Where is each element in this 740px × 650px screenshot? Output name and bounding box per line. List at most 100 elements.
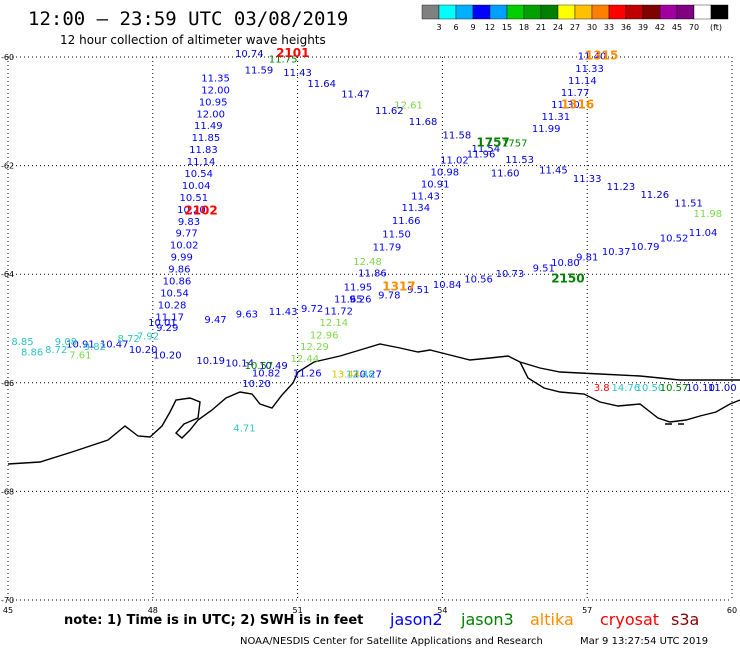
wave-height-label: 11.34 (402, 203, 431, 214)
wave-height-label: 10.86 (163, 277, 192, 288)
wave-height-label: 11.50 (382, 229, 411, 240)
scale-swatch (710, 4, 729, 20)
wave-height-label: 10.95 (199, 97, 228, 108)
wave-height-label: 12.00 (201, 85, 230, 96)
wave-height-label: 11.62 (375, 106, 404, 117)
wave-height-label: 12.14 (319, 318, 348, 329)
wave-height-label: 10.57 (245, 361, 274, 372)
pass-time-label: 1315 (585, 49, 618, 63)
wave-height-label: 10.04 (182, 181, 211, 192)
scale-swatch (557, 4, 576, 20)
coastline-east (519, 361, 740, 423)
wave-height-label: 11.17 (155, 312, 184, 323)
wave-height-label: 10.20 (242, 379, 271, 390)
footer-timestamp: Mar 9 13:27:54 UTC 2019 (580, 636, 708, 647)
x-tick-label: 57 (582, 606, 592, 615)
wave-height-label: 10.10 (686, 383, 715, 394)
wave-height-label: 11.04 (689, 228, 718, 239)
y-tick-label: -70 (1, 596, 14, 605)
wave-height-label: 9.86 (168, 265, 190, 276)
antarctic-coastline (7, 343, 740, 465)
wave-height-label: 11.40 (578, 52, 607, 63)
scale-swatch (489, 4, 508, 20)
x-tick-label: 60 (727, 606, 737, 615)
wave-height-label: 10.14 (225, 359, 254, 370)
wave-height-label: 11.43 (411, 191, 440, 202)
wave-height-label: 11.60 (491, 168, 520, 179)
wave-height-label: 10.73 (496, 269, 525, 280)
x-tick-label: 51 (293, 606, 303, 615)
wave-height-label: 10.80 (551, 258, 580, 269)
wave-height-label: 10.20 (129, 345, 158, 356)
wave-height-label: 11.43 (283, 68, 312, 79)
scale-swatch (676, 4, 695, 20)
pass-time-label: 1757 (476, 136, 509, 150)
wave-height-label: 11.68 (409, 117, 438, 128)
mission-legend-item: s3a (671, 610, 699, 629)
pass-time-label: 2101 (276, 46, 309, 60)
wave-height-label: 11.96 (467, 149, 496, 160)
wave-height-label: 12.29 (300, 342, 329, 353)
wave-height-label: 10.82 (252, 368, 281, 379)
wave-height-label: 12.44 (291, 354, 320, 365)
wave-height-label: 11.14 (187, 157, 216, 168)
wave-height-label: 9.08 (55, 337, 77, 348)
wave-height-label: 12.61 (394, 101, 423, 112)
scale-tick-label: 70 (689, 23, 699, 32)
wave-height-label: 9.72 (301, 304, 323, 315)
wave-height-label: 11.30 (551, 100, 580, 111)
wave-height-label: 10.74 (235, 49, 264, 60)
color-scale-bar: 3 6 9 12 15 18 21 24 27 30 33 36 39 42 45 70 (ft) (421, 4, 729, 32)
wave-height-label: 11.35 (201, 73, 230, 84)
wave-height-label: 7.61 (69, 350, 91, 361)
scale-swatch (540, 4, 559, 20)
scale-tick-label: 9 (470, 23, 475, 32)
scale-tick-label: 12 (485, 23, 495, 32)
y-tick-label: -68 (1, 487, 14, 496)
scale-tick-label: 42 (655, 23, 665, 32)
mission-legend-item: jason3 (460, 610, 514, 629)
chart-subtitle: 12 hour collection of altimeter wave hei… (60, 33, 326, 47)
wave-height-label: 11.53 (505, 155, 534, 166)
wave-height-label: 11.79 (373, 242, 402, 253)
wave-height-label: 11.72 (324, 306, 353, 317)
wave-height-label: 12.48 (346, 369, 375, 380)
wave-height-label: 11.31 (542, 112, 571, 123)
axis-tick-labels: 45 48 51 54 57 60 -60 -62 -64 -66 -68 -70 (1, 53, 737, 615)
scale-tick-label: 45 (672, 23, 682, 32)
wave-height-label: 14.76 (611, 383, 640, 394)
scale-swatch (659, 4, 678, 20)
wave-height-label: 11.95 (344, 282, 373, 293)
wave-height-label: 9.99 (171, 253, 193, 264)
scale-swatch (608, 4, 627, 20)
wave-height-label: 9.82 (84, 342, 106, 353)
wave-height-label: 10.01 (148, 318, 177, 329)
pass-time-label: 2102 (184, 203, 217, 217)
pass-time-label: 2150 (551, 271, 584, 285)
wave-height-label: 4.71 (233, 424, 255, 435)
wave-height-label: 11.99 (532, 124, 561, 135)
wave-height-label: 10.79 (631, 242, 660, 253)
wave-height-label: 10.84 (433, 280, 462, 291)
wave-height-label: 10.56 (464, 274, 493, 285)
wave-height-label: 13.44 (332, 369, 361, 380)
wave-height-label: 8.86 (21, 348, 43, 359)
wave-height-label: 1757 (502, 139, 527, 150)
wave-height-label: 10.52 (660, 234, 689, 245)
wave-height-label: 11.49 (194, 121, 223, 132)
wave-height-label: 11.77 (561, 88, 590, 99)
wave-height-label: 11.59 (245, 65, 274, 76)
scale-tick-label: 36 (621, 23, 631, 32)
wave-height-label: 11.75 (269, 54, 298, 65)
wave-height-label: 10.50 (636, 383, 665, 394)
wave-height-label: 11.02 (440, 155, 469, 166)
scale-swatch (421, 4, 440, 20)
wave-height-label: 10.20 (153, 350, 182, 361)
mission-legend: jason2 jason3 altika cryosat s3a (389, 610, 699, 629)
wave-height-label: 10.57 (660, 383, 689, 394)
pass-time-label: 1316 (561, 98, 594, 112)
footer-credit: NOAA/NESDIS Center for Satellite Applica… (240, 636, 543, 647)
wave-height-label: 10.54 (160, 288, 189, 299)
wave-height-label: 11.86 (358, 268, 387, 279)
scale-swatch (438, 4, 457, 20)
